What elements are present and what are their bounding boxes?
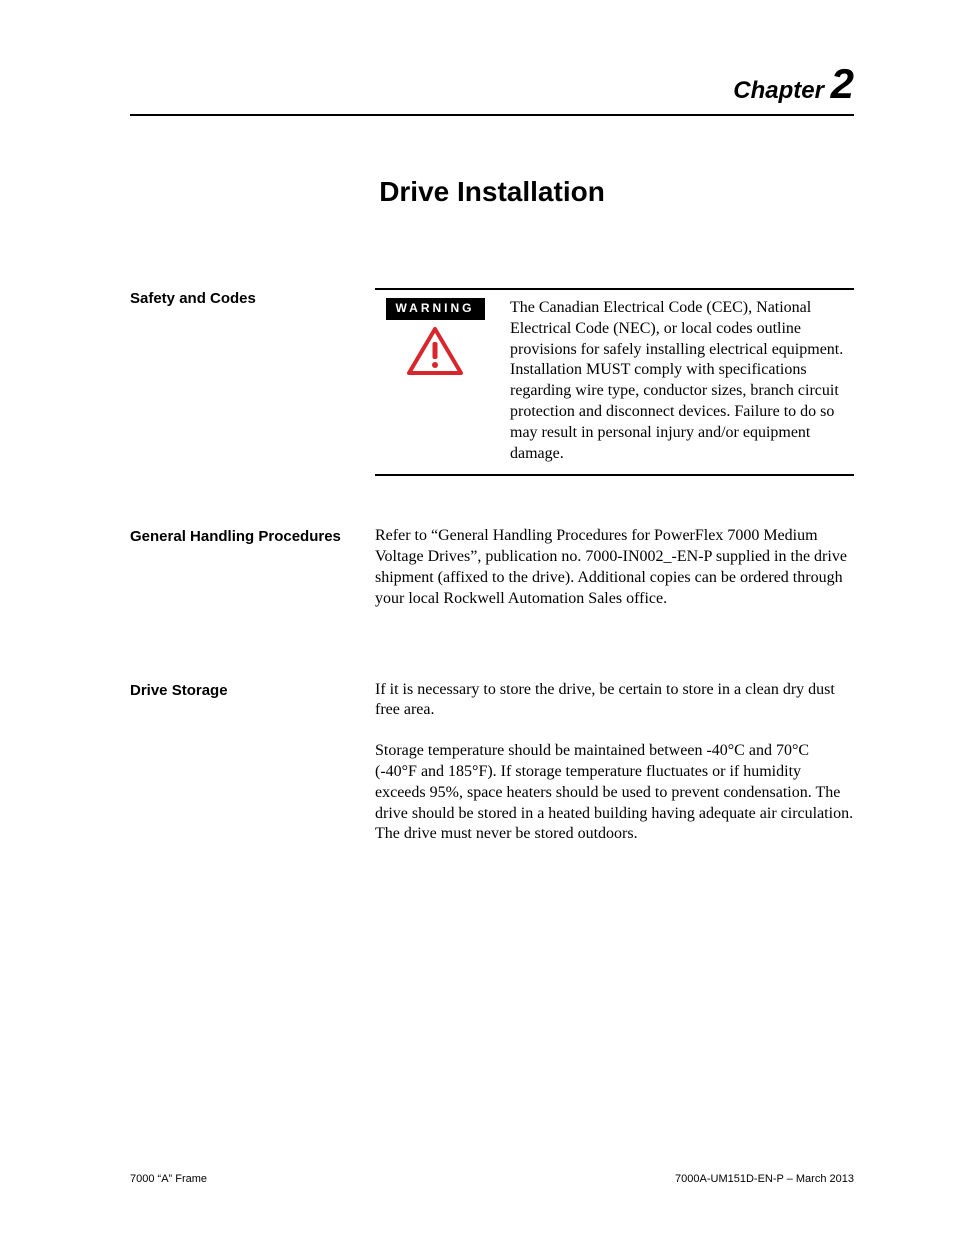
chapter-label: Chapter [733, 77, 824, 104]
header-rule [130, 114, 854, 116]
footer-right: 7000A-UM151D-EN-P – March 2013 [675, 1173, 854, 1185]
warning-text: The Canadian Electrical Code (CEC), Nati… [495, 298, 854, 464]
warning-badge: WARNING [386, 298, 485, 320]
storage-para2: Storage temperature should be maintained… [375, 741, 854, 845]
section-label-handling: General Handling Procedures [130, 526, 375, 546]
warning-icon-column: WARNING [375, 298, 495, 376]
footer-left: 7000 “A” Frame [130, 1173, 207, 1185]
section-handling: General Handling Procedures Refer to “Ge… [130, 526, 854, 629]
storage-para1: If it is necessary to store the drive, b… [375, 680, 854, 722]
warning-block: WARNING The Canadian Electrical Code (CE… [375, 288, 854, 476]
chapter-header: Chapter 2 [130, 60, 854, 108]
chapter-number: 2 [831, 60, 854, 107]
warning-triangle-icon [406, 326, 464, 376]
section-safety: Safety and Codes WARNING The Canadian El… [130, 288, 854, 476]
section-label-safety: Safety and Codes [130, 288, 375, 308]
section-label-storage: Drive Storage [130, 680, 375, 700]
handling-text: Refer to “General Handling Procedures fo… [375, 526, 854, 609]
page-title: Drive Installation [130, 176, 854, 208]
footer: 7000 “A” Frame 7000A-UM151D-EN-P – March… [130, 1173, 854, 1185]
section-body-handling: Refer to “General Handling Procedures fo… [375, 526, 854, 629]
section-body-safety: WARNING The Canadian Electrical Code (CE… [375, 288, 854, 476]
section-body-storage: If it is necessary to store the drive, b… [375, 680, 854, 866]
section-storage: Drive Storage If it is necessary to stor… [130, 680, 854, 866]
page: Chapter 2 Drive Installation Safety and … [0, 0, 954, 1235]
